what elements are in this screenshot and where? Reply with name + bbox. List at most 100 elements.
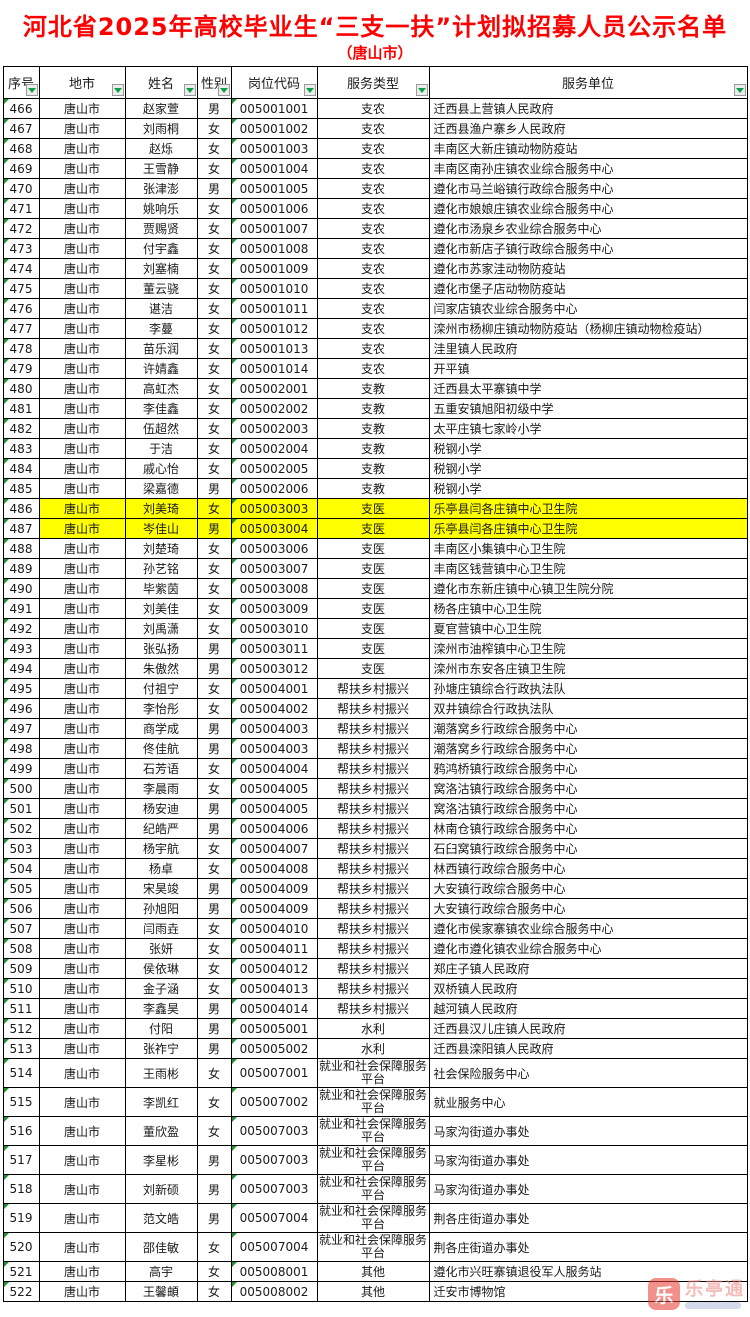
- cell-name: 刘禹潇: [124, 618, 198, 639]
- cell-text: 支医: [360, 562, 385, 576]
- cell-text: 石芳语: [142, 762, 179, 776]
- cell-code: 005005001: [230, 1018, 318, 1039]
- cell-text: 511: [9, 1001, 33, 1016]
- cell-text: 女: [207, 942, 220, 956]
- cell-text: 女: [207, 462, 220, 476]
- cell-city: 唐山市: [38, 498, 126, 519]
- cell-gender: 女: [196, 838, 232, 859]
- cell-type: 支医: [316, 498, 430, 519]
- cell-code: 005004005: [230, 798, 318, 819]
- cell-name: 张弘扬: [124, 638, 198, 659]
- table-row: 475 唐山市 董云骁 女 005001010 支农 遵化市堡子店动物防疫站: [2, 278, 748, 299]
- cell-text: 董欣盈: [142, 1124, 179, 1139]
- cell-text: 女: [207, 1124, 220, 1139]
- cell-text: 女: [207, 502, 220, 516]
- cell-gender: 女: [196, 1087, 232, 1117]
- cell-unit: 遵化市马兰峪镇行政综合服务中心: [428, 178, 748, 199]
- cell-text: 唐山市: [63, 982, 100, 996]
- cell-text: 女: [207, 1265, 220, 1279]
- cell-text: 就业和社会保障服务平台: [318, 1233, 427, 1260]
- cell-type: 支教: [316, 398, 430, 419]
- cell-name: 高宇: [124, 1261, 198, 1282]
- cell-code: 005003012: [230, 658, 318, 679]
- cell-text: 支教: [360, 382, 385, 396]
- cell-text: 483: [9, 441, 33, 456]
- filter-dropdown-button-no[interactable]: [25, 84, 38, 96]
- cell-name: 刘新硕: [124, 1174, 198, 1204]
- cell-text: 507: [9, 921, 33, 936]
- filter-dropdown-button-name[interactable]: [183, 84, 196, 96]
- cell-unit: 滦州市东安各庄镇卫生院: [428, 658, 748, 679]
- cell-text: 帮扶乡村振兴: [336, 882, 409, 896]
- cell-name: 李蔓: [124, 318, 198, 339]
- cell-code: 005007004: [230, 1203, 318, 1233]
- cell-text: 005001003: [239, 141, 309, 156]
- cell-text: 迁西县渔户寨乡人民政府: [433, 122, 566, 136]
- table-row: 506 唐山市 孙旭阳 男 005004009 帮扶乡村振兴 大安镇行政综合服务中心: [2, 898, 748, 919]
- cell-unit: 窝洛沽镇行政综合服务中心: [428, 778, 748, 799]
- cell-text: 005004011: [239, 941, 309, 956]
- cell-text: 邵佳敏: [142, 1240, 179, 1255]
- filter-dropdown-button-gender[interactable]: [217, 84, 230, 96]
- error-indicator-icon: [232, 199, 237, 204]
- cell-type: 水利: [316, 1018, 430, 1039]
- error-indicator-icon: [4, 1019, 9, 1024]
- cell-unit: 乐亭县闫各庄镇中心卫生院: [428, 518, 748, 539]
- filter-dropdown-button-type[interactable]: [415, 84, 428, 96]
- cell-city: 唐山市: [38, 858, 126, 879]
- cell-text: 005001013: [239, 341, 309, 356]
- error-indicator-icon: [4, 799, 9, 804]
- cell-text: 遵化市马兰峪镇行政综合服务中心: [433, 182, 614, 196]
- cell-text: 唐山市: [63, 262, 100, 276]
- cell-text: 005002004: [239, 441, 309, 456]
- cell-city: 唐山市: [38, 358, 126, 379]
- table-row: 502 唐山市 纪皓严 男 005004006 帮扶乡村振兴 林南仓镇行政综合服务中心: [2, 818, 748, 839]
- cell-text: 女: [207, 322, 220, 336]
- cell-text: 唐山市: [63, 202, 100, 216]
- cell-text: 石臼窝镇行政综合服务中心: [433, 842, 578, 856]
- cell-text: 侯依琳: [142, 962, 179, 976]
- cell-code: 005007003: [230, 1116, 318, 1146]
- cell-text: 支医: [360, 602, 385, 616]
- cell-text: 范文皓: [142, 1211, 179, 1226]
- cell-city: 唐山市: [38, 918, 126, 939]
- table-row: 495 唐山市 付祖宁 女 005004001 帮扶乡村振兴 孙塘庄镇综合行政执法队: [2, 678, 748, 699]
- error-indicator-icon: [232, 719, 237, 724]
- cell-name: 朱傲然: [124, 658, 198, 679]
- cell-unit: 迁西县滦阳镇人民政府: [428, 1038, 748, 1059]
- cell-text: 男: [207, 802, 220, 816]
- cell-text: 502: [9, 821, 33, 836]
- cell-unit: 开平镇: [428, 358, 748, 379]
- filter-dropdown-button-unit[interactable]: [733, 84, 746, 96]
- cell-text: 484: [9, 461, 33, 476]
- cell-unit: 潮落窝乡行政综合服务中心: [428, 718, 748, 739]
- cell-name: 刘楚琦: [124, 538, 198, 559]
- cell-name: 李鑫昊: [124, 998, 198, 1019]
- cell-text: 女: [207, 602, 220, 616]
- cell-gender: 男: [196, 178, 232, 199]
- filter-dropdown-button-code[interactable]: [303, 84, 316, 96]
- cell-text: 005001012: [239, 321, 309, 336]
- cell-name: 张祚宁: [124, 1038, 198, 1059]
- cell-text: 杨卓: [148, 862, 173, 876]
- table-row: 498 唐山市 佟佳航 男 005004003 帮扶乡村振兴 潮落窝乡行政综合服务中心: [2, 738, 748, 759]
- cell-city: 唐山市: [38, 638, 126, 659]
- cell-text: 滦州市杨柳庄镇动物防疫站（杨柳庄镇动物检疫站）: [433, 322, 710, 336]
- cell-code: 005004011: [230, 938, 318, 959]
- filter-dropdown-button-city[interactable]: [111, 84, 124, 96]
- cell-gender: 女: [196, 298, 232, 319]
- cell-text: 唐山市: [63, 142, 100, 156]
- cell-code: 005003007: [230, 558, 318, 579]
- cell-name: 杨宇航: [124, 838, 198, 859]
- cell-gender: 女: [196, 698, 232, 719]
- cell-text: 男: [207, 902, 220, 916]
- cell-text: 498: [9, 741, 33, 756]
- cell-no: 485: [2, 478, 40, 499]
- cell-text: 496: [9, 701, 33, 716]
- cell-name: 董云骁: [124, 278, 198, 299]
- error-indicator-icon: [232, 859, 237, 864]
- error-indicator-icon: [4, 499, 9, 504]
- cell-no: 495: [2, 678, 40, 699]
- cell-text: 005002005: [239, 461, 309, 476]
- cell-gender: 女: [196, 278, 232, 299]
